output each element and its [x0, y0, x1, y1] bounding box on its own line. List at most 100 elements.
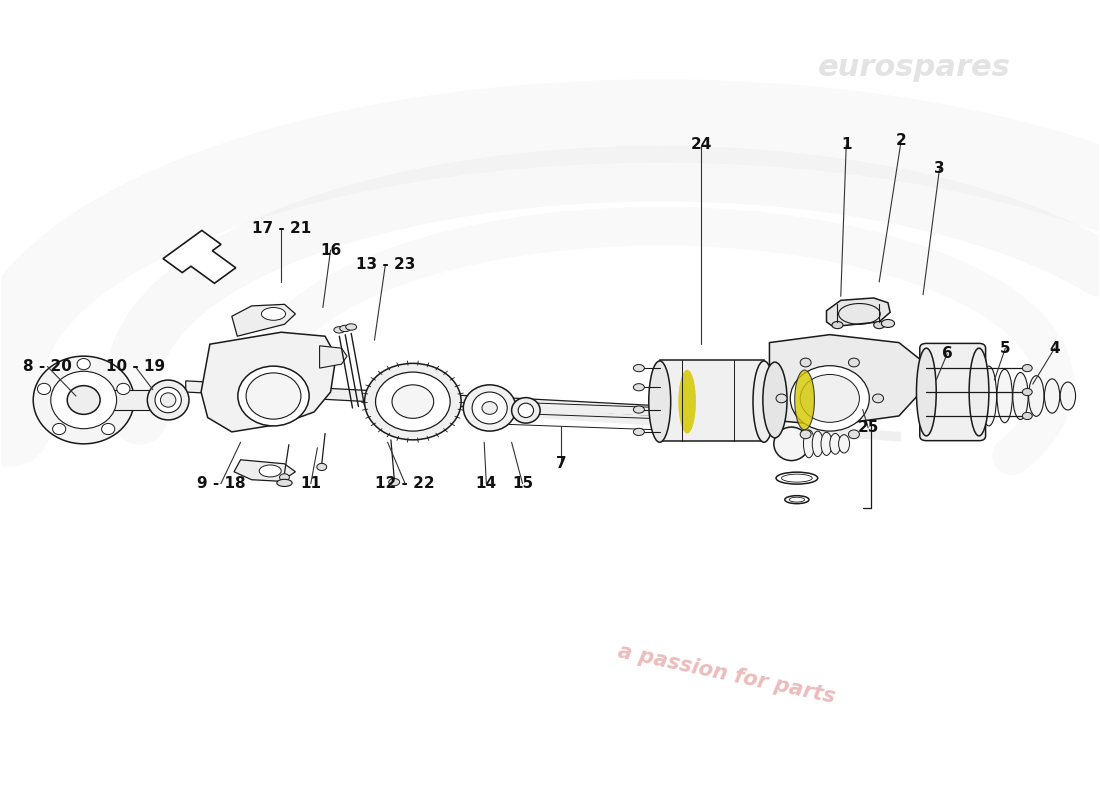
Ellipse shape [649, 361, 671, 442]
Polygon shape [764, 334, 923, 426]
Text: 13 - 23: 13 - 23 [355, 257, 415, 272]
Ellipse shape [800, 430, 811, 438]
Ellipse shape [873, 322, 884, 329]
Ellipse shape [969, 348, 989, 436]
Ellipse shape [155, 387, 182, 413]
Ellipse shape [260, 465, 282, 477]
Ellipse shape [634, 406, 645, 413]
Polygon shape [186, 381, 671, 418]
Ellipse shape [763, 362, 786, 438]
Ellipse shape [832, 322, 843, 329]
Text: 11: 11 [300, 476, 321, 491]
Ellipse shape [333, 326, 344, 333]
Text: eurospares: eurospares [818, 54, 1011, 82]
Ellipse shape [51, 371, 117, 429]
Ellipse shape [1028, 376, 1044, 416]
Ellipse shape [634, 365, 645, 372]
Ellipse shape [53, 423, 66, 434]
Ellipse shape [794, 370, 814, 430]
Polygon shape [826, 298, 890, 326]
Polygon shape [528, 408, 901, 442]
Polygon shape [232, 304, 296, 336]
Text: 16: 16 [320, 242, 341, 258]
Ellipse shape [67, 386, 100, 414]
Text: 2: 2 [895, 134, 906, 149]
Ellipse shape [37, 383, 51, 394]
Ellipse shape [803, 430, 814, 458]
Polygon shape [163, 230, 235, 283]
Text: 10 - 19: 10 - 19 [106, 359, 165, 374]
Text: 25: 25 [858, 421, 879, 435]
Ellipse shape [392, 385, 433, 418]
Ellipse shape [388, 478, 399, 486]
Text: 15: 15 [512, 476, 534, 491]
Text: 24: 24 [691, 138, 712, 152]
Ellipse shape [101, 423, 114, 434]
Ellipse shape [634, 428, 645, 435]
Ellipse shape [679, 370, 696, 434]
Ellipse shape [491, 421, 499, 426]
Text: 12 - 22: 12 - 22 [375, 476, 434, 491]
Ellipse shape [800, 358, 811, 367]
Ellipse shape [147, 380, 189, 420]
FancyBboxPatch shape [91, 390, 166, 410]
Ellipse shape [1060, 382, 1076, 410]
Ellipse shape [375, 372, 450, 431]
Ellipse shape [77, 358, 90, 370]
Text: 5: 5 [1000, 341, 1011, 356]
Ellipse shape [340, 326, 351, 331]
Polygon shape [234, 460, 296, 482]
FancyBboxPatch shape [920, 343, 986, 441]
Ellipse shape [1044, 379, 1059, 413]
Ellipse shape [790, 366, 869, 431]
Ellipse shape [1022, 412, 1032, 419]
Ellipse shape [1013, 373, 1028, 419]
Ellipse shape [518, 403, 534, 418]
Ellipse shape [482, 402, 497, 414]
Ellipse shape [754, 361, 774, 442]
Ellipse shape [916, 348, 936, 436]
Ellipse shape [277, 479, 293, 486]
Ellipse shape [364, 363, 461, 440]
Text: 1: 1 [842, 138, 851, 152]
Ellipse shape [491, 399, 499, 404]
Ellipse shape [821, 432, 832, 455]
Ellipse shape [317, 463, 327, 470]
Polygon shape [201, 332, 336, 432]
Text: a passion for parts: a passion for parts [616, 642, 837, 707]
Ellipse shape [829, 434, 840, 454]
Ellipse shape [773, 427, 808, 461]
Ellipse shape [812, 431, 823, 457]
Ellipse shape [848, 358, 859, 367]
Ellipse shape [246, 373, 301, 419]
Ellipse shape [279, 474, 289, 481]
Ellipse shape [238, 366, 309, 426]
Text: 17 - 21: 17 - 21 [252, 221, 311, 236]
Ellipse shape [1022, 365, 1032, 372]
Ellipse shape [848, 430, 859, 438]
Text: 3: 3 [934, 162, 945, 176]
Ellipse shape [838, 434, 849, 453]
Ellipse shape [117, 383, 130, 394]
Text: 4: 4 [1049, 341, 1060, 356]
Ellipse shape [262, 307, 286, 320]
Ellipse shape [512, 398, 540, 423]
Ellipse shape [997, 370, 1012, 422]
Ellipse shape [881, 319, 894, 327]
Ellipse shape [1022, 389, 1032, 396]
Text: 14: 14 [476, 476, 497, 491]
Ellipse shape [491, 410, 499, 415]
FancyBboxPatch shape [660, 360, 764, 442]
Polygon shape [320, 346, 346, 368]
Text: 7: 7 [556, 456, 566, 471]
Ellipse shape [472, 392, 507, 424]
Text: 9 - 18: 9 - 18 [197, 476, 245, 491]
Ellipse shape [345, 324, 356, 330]
Ellipse shape [634, 384, 645, 391]
Ellipse shape [800, 374, 859, 422]
Ellipse shape [463, 385, 516, 431]
Ellipse shape [872, 394, 883, 402]
Ellipse shape [776, 394, 786, 402]
Ellipse shape [981, 366, 997, 426]
Ellipse shape [161, 393, 176, 407]
